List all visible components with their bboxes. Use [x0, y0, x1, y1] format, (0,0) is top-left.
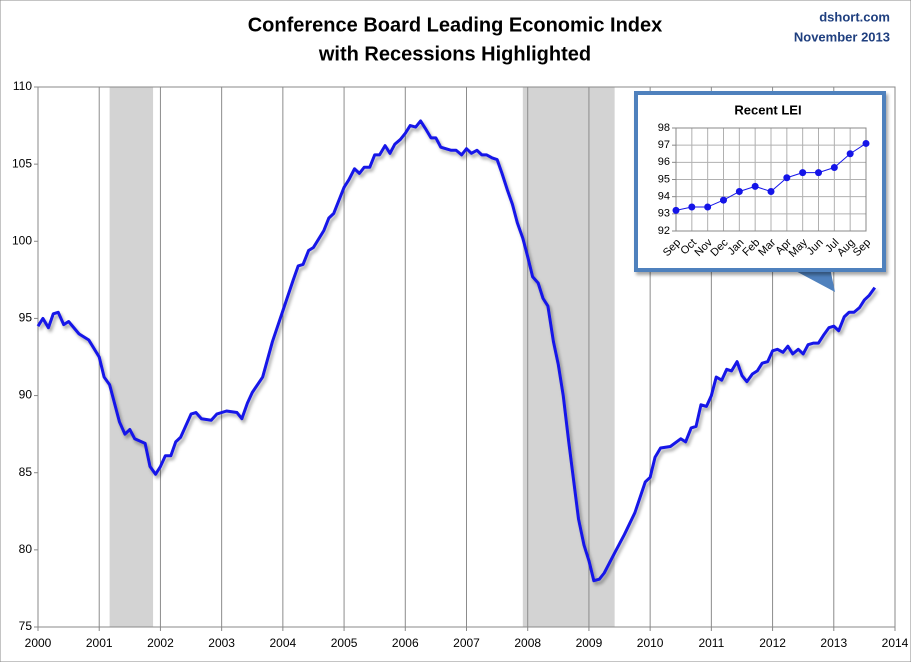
- x-tick-label: 2014: [882, 636, 909, 650]
- data-point: [862, 139, 870, 147]
- data-point: [735, 188, 743, 196]
- inset-title: Recent LEI: [734, 102, 801, 117]
- y-tick-label: 95: [658, 173, 670, 185]
- x-tick-label: 2008: [514, 636, 541, 650]
- x-tick-label: 2000: [25, 636, 52, 650]
- plot-frame: [675, 127, 867, 232]
- x-tick-label: 2004: [270, 636, 297, 650]
- y-tick-label: 100: [12, 233, 32, 247]
- main-plot: 2000 2001 2002 2003 2004 2005 2006 2007 2008 2009…: [12, 79, 909, 650]
- y-tick-label: 80: [19, 542, 33, 556]
- x-tick-label: 2007: [453, 636, 480, 650]
- y-tick-label: 97: [658, 139, 670, 151]
- data-point: [704, 203, 712, 211]
- y-tick-label: 85: [19, 465, 33, 479]
- y-tick-label: 93: [658, 208, 670, 220]
- data-point: [751, 182, 759, 190]
- y-tick-label: 95: [19, 311, 33, 325]
- plot-frame: [37, 86, 896, 628]
- inset-frame: [634, 91, 886, 272]
- recession-band: [522, 87, 615, 627]
- y-tick-label: 92: [658, 225, 670, 237]
- y-tick-label: 98: [658, 122, 670, 134]
- x-tick-label: 2011: [698, 636, 724, 650]
- x-tick-label: 2009: [576, 636, 603, 650]
- y-tick-label: 94: [658, 191, 670, 203]
- x-tick-label: 2001: [86, 636, 113, 650]
- x-tick-label: 2003: [208, 636, 235, 650]
- y-tick-label: 96: [658, 156, 670, 168]
- chart-subtitle: with Recessions Highlighted: [318, 43, 591, 65]
- data-point: [767, 188, 775, 196]
- data-point: [688, 203, 696, 211]
- data-point: [672, 206, 680, 214]
- source-note: dshort.com: [819, 9, 890, 24]
- y-tick-label: 105: [12, 156, 32, 170]
- data-point: [720, 196, 727, 204]
- y-tick-label: 90: [19, 388, 33, 402]
- y-tick-label: 110: [13, 79, 32, 93]
- chart-title: Conference Board Leading Economic Index: [248, 14, 663, 36]
- data-point: [815, 169, 822, 177]
- y-tick-label: 75: [19, 619, 33, 633]
- x-tick-label: 2010: [637, 636, 664, 650]
- data-line: [36, 119, 877, 583]
- date-note: November 2013: [794, 29, 890, 44]
- x-tick-label: 2005: [331, 636, 358, 650]
- x-tick-label: 2006: [392, 636, 419, 650]
- x-tick-label: 2013: [820, 636, 847, 650]
- recession-band: [109, 87, 154, 627]
- inset-chart: Recent LEI SepOctNovDecJanFebMarAprMayJu…: [634, 91, 886, 292]
- data-point: [799, 169, 807, 177]
- data-point: [846, 150, 854, 158]
- data-point: [783, 174, 791, 182]
- callout-pointer: [790, 268, 835, 292]
- x-tick-label: 2002: [147, 636, 174, 650]
- data-point: [830, 163, 838, 171]
- x-tick-label: 2012: [759, 636, 786, 650]
